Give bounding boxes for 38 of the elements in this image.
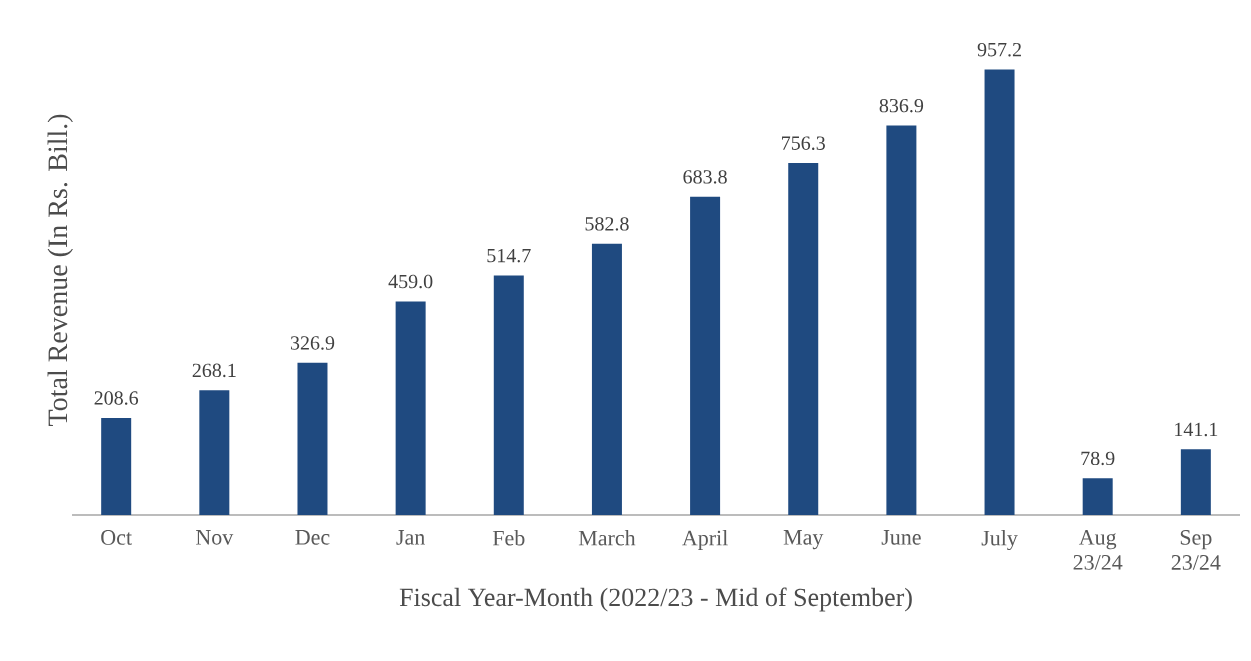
bar [984, 69, 1015, 515]
bar [297, 362, 328, 515]
x-tick-label: April [682, 530, 728, 551]
bar [788, 163, 819, 515]
data-label: 756.3 [782, 136, 825, 150]
data-label: 78.9 [1081, 451, 1115, 466]
data-label: 582.8 [585, 217, 629, 231]
x-tick-label: Nov [196, 530, 234, 545]
data-label: 459.0 [388, 274, 433, 289]
data-label: 326.9 [290, 336, 335, 350]
x-tick-label: Aug 23/24 [1073, 530, 1123, 570]
x-tick-label: Dec [295, 530, 330, 545]
x-tick-label: June [881, 530, 921, 545]
bar [1082, 478, 1113, 515]
bar [493, 275, 524, 515]
y-axis-title: Total Revenue (In Rs. Bill.) [47, 114, 73, 426]
data-label: 141.1 [1175, 422, 1218, 437]
x-tick-label: Oct [101, 530, 132, 545]
data-label: 836.9 [879, 98, 924, 113]
bar [395, 301, 426, 515]
data-label: 268.1 [192, 363, 236, 378]
x-tick-label: Jan [396, 530, 425, 545]
data-label: 957.2 [977, 42, 1021, 57]
x-tick-label: Feb [492, 530, 525, 546]
bar [886, 125, 917, 515]
data-label: 683.8 [683, 170, 727, 184]
bar [591, 243, 622, 515]
x-tick-label: July [981, 530, 1018, 551]
data-label: 514.7 [487, 248, 531, 263]
bar [101, 417, 132, 515]
x-axis-title: Fiscal Year-Month (2022/23 - Mid of September) [399, 587, 912, 612]
bar [1180, 449, 1211, 515]
data-label: 208.6 [94, 391, 139, 405]
x-tick-label: Sep 23/24 [1171, 530, 1221, 570]
bar [199, 390, 230, 515]
x-tick-label: May [783, 530, 824, 550]
bar [690, 196, 721, 515]
x-tick-label: March [578, 530, 636, 546]
